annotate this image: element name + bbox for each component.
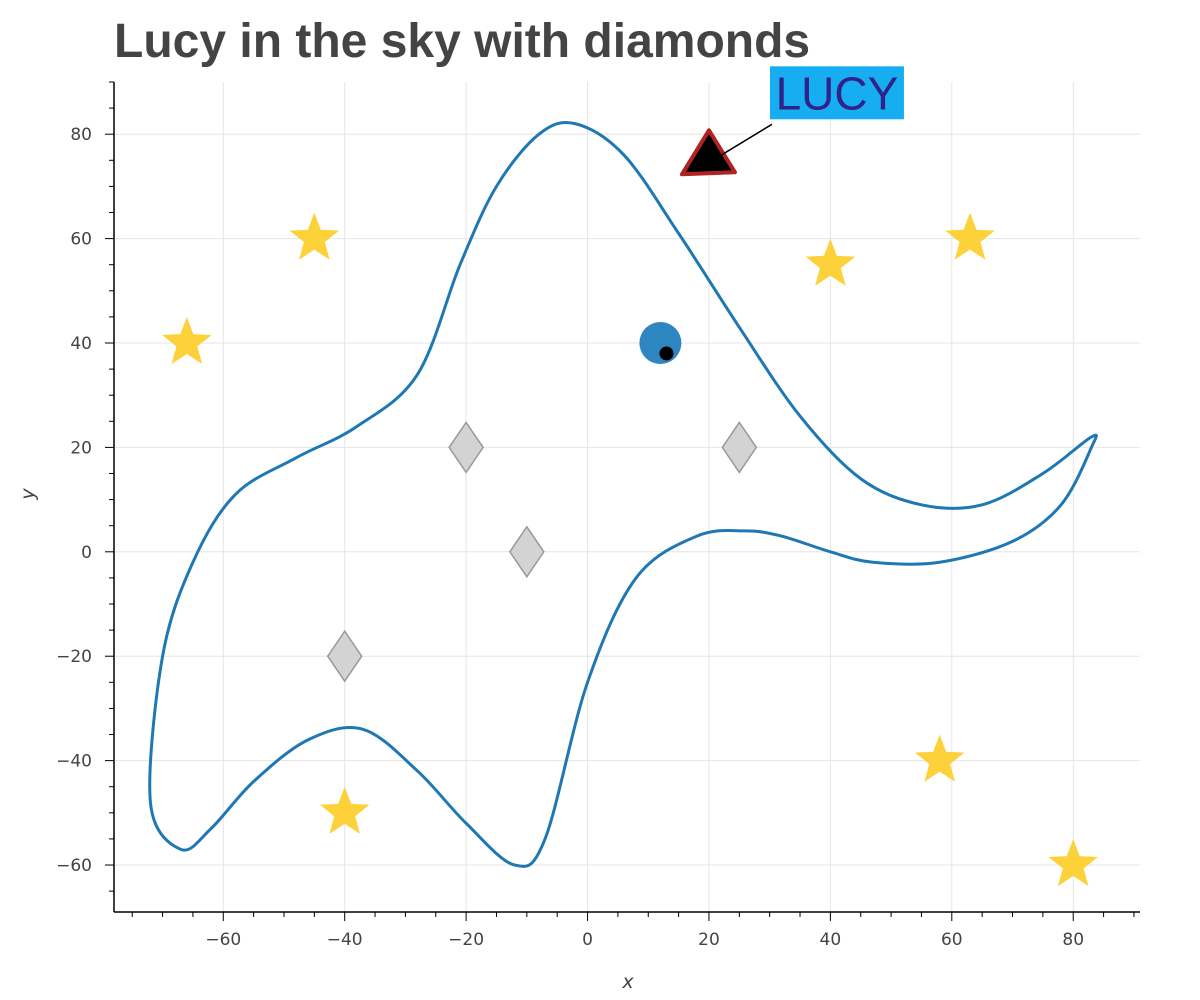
star-marker — [914, 734, 965, 782]
x-tick-label: 20 — [698, 930, 720, 950]
diamond-marker — [721, 421, 758, 474]
diamond-marker — [448, 421, 485, 474]
star-marker — [805, 238, 856, 286]
annotation-text: LUCY — [776, 67, 899, 119]
x-tick-label: −40 — [327, 930, 363, 950]
star-marker — [945, 212, 995, 260]
star-marker — [162, 317, 212, 364]
x-tick-label: −60 — [205, 930, 241, 950]
star-marker — [1048, 839, 1098, 887]
grid — [114, 82, 1140, 912]
y-tick-label: −60 — [56, 856, 92, 876]
annotation-connector — [720, 123, 773, 156]
y-tick-label: 20 — [70, 438, 92, 458]
markers — [162, 128, 1098, 887]
star-marker — [289, 212, 340, 260]
y-tick-label: 0 — [81, 543, 92, 563]
diamond-marker — [326, 629, 363, 683]
triangle-marker — [679, 128, 737, 177]
x-tick-label: 60 — [941, 930, 963, 950]
x-tick-label: 0 — [582, 930, 593, 950]
y-tick-label: 40 — [70, 334, 92, 354]
y-tick-label: 80 — [70, 125, 92, 145]
x-tick-label: 80 — [1062, 930, 1084, 950]
x-axis-label: x — [621, 971, 634, 993]
x-tick-label: −20 — [448, 930, 484, 950]
axes: −60 −40 −20 0 20 40 60 80 −60 −40 −20 0 20 40 60 80 — [56, 81, 1140, 950]
x-tick-label: 40 — [820, 930, 842, 950]
dot-marker — [659, 346, 674, 361]
circle-marker — [639, 322, 682, 365]
y-axis-label: y — [17, 488, 39, 501]
annotation-background — [769, 66, 904, 120]
lucy-annotation: LUCY — [720, 66, 904, 156]
diamond-marker — [508, 525, 545, 579]
y-tick-label: −20 — [56, 647, 92, 667]
chart-title: Lucy in the sky with diamonds — [114, 15, 811, 68]
y-tick-label: −40 — [56, 752, 92, 772]
star-marker — [320, 786, 370, 834]
series-curve — [148, 120, 1098, 868]
y-tick-label: 60 — [70, 230, 92, 250]
